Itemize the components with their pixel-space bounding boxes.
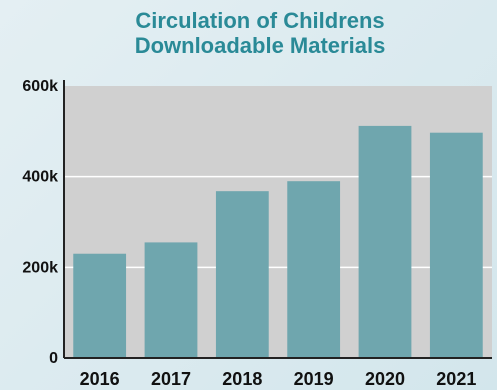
y-tick-label: 200k [22, 259, 58, 276]
chart-title-line-1: Circulation of Childrens [135, 8, 385, 33]
y-tick-label: 600k [22, 78, 58, 95]
bar-2019 [287, 181, 341, 358]
x-tick-label: 2018 [222, 369, 262, 389]
x-tick-label: 2020 [365, 369, 405, 389]
bar-2016 [73, 253, 127, 358]
chart-title: Circulation of Childrens Downloadable Ma… [0, 8, 497, 58]
axes [63, 80, 492, 359]
y-tick-labels: 0 200k 400k 600k [22, 78, 58, 367]
x-tick-labels: 2016 2017 2018 2019 2020 2021 [80, 369, 477, 389]
x-tick-label: 2019 [294, 369, 334, 389]
bar-2018 [215, 191, 269, 358]
y-tick-label: 0 [49, 350, 58, 367]
gridlines [64, 175, 492, 269]
bar-2017 [144, 242, 198, 358]
bars [73, 125, 483, 358]
x-tick-label: 2016 [80, 369, 120, 389]
chart-title-line-2: Downloadable Materials [134, 33, 386, 58]
x-tick-label: 2021 [436, 369, 476, 389]
bar-2021 [429, 132, 483, 358]
x-tick-label: 2017 [151, 369, 191, 389]
y-tick-label: 400k [22, 169, 58, 186]
bar-2020 [358, 125, 412, 358]
plot-area [64, 86, 492, 358]
